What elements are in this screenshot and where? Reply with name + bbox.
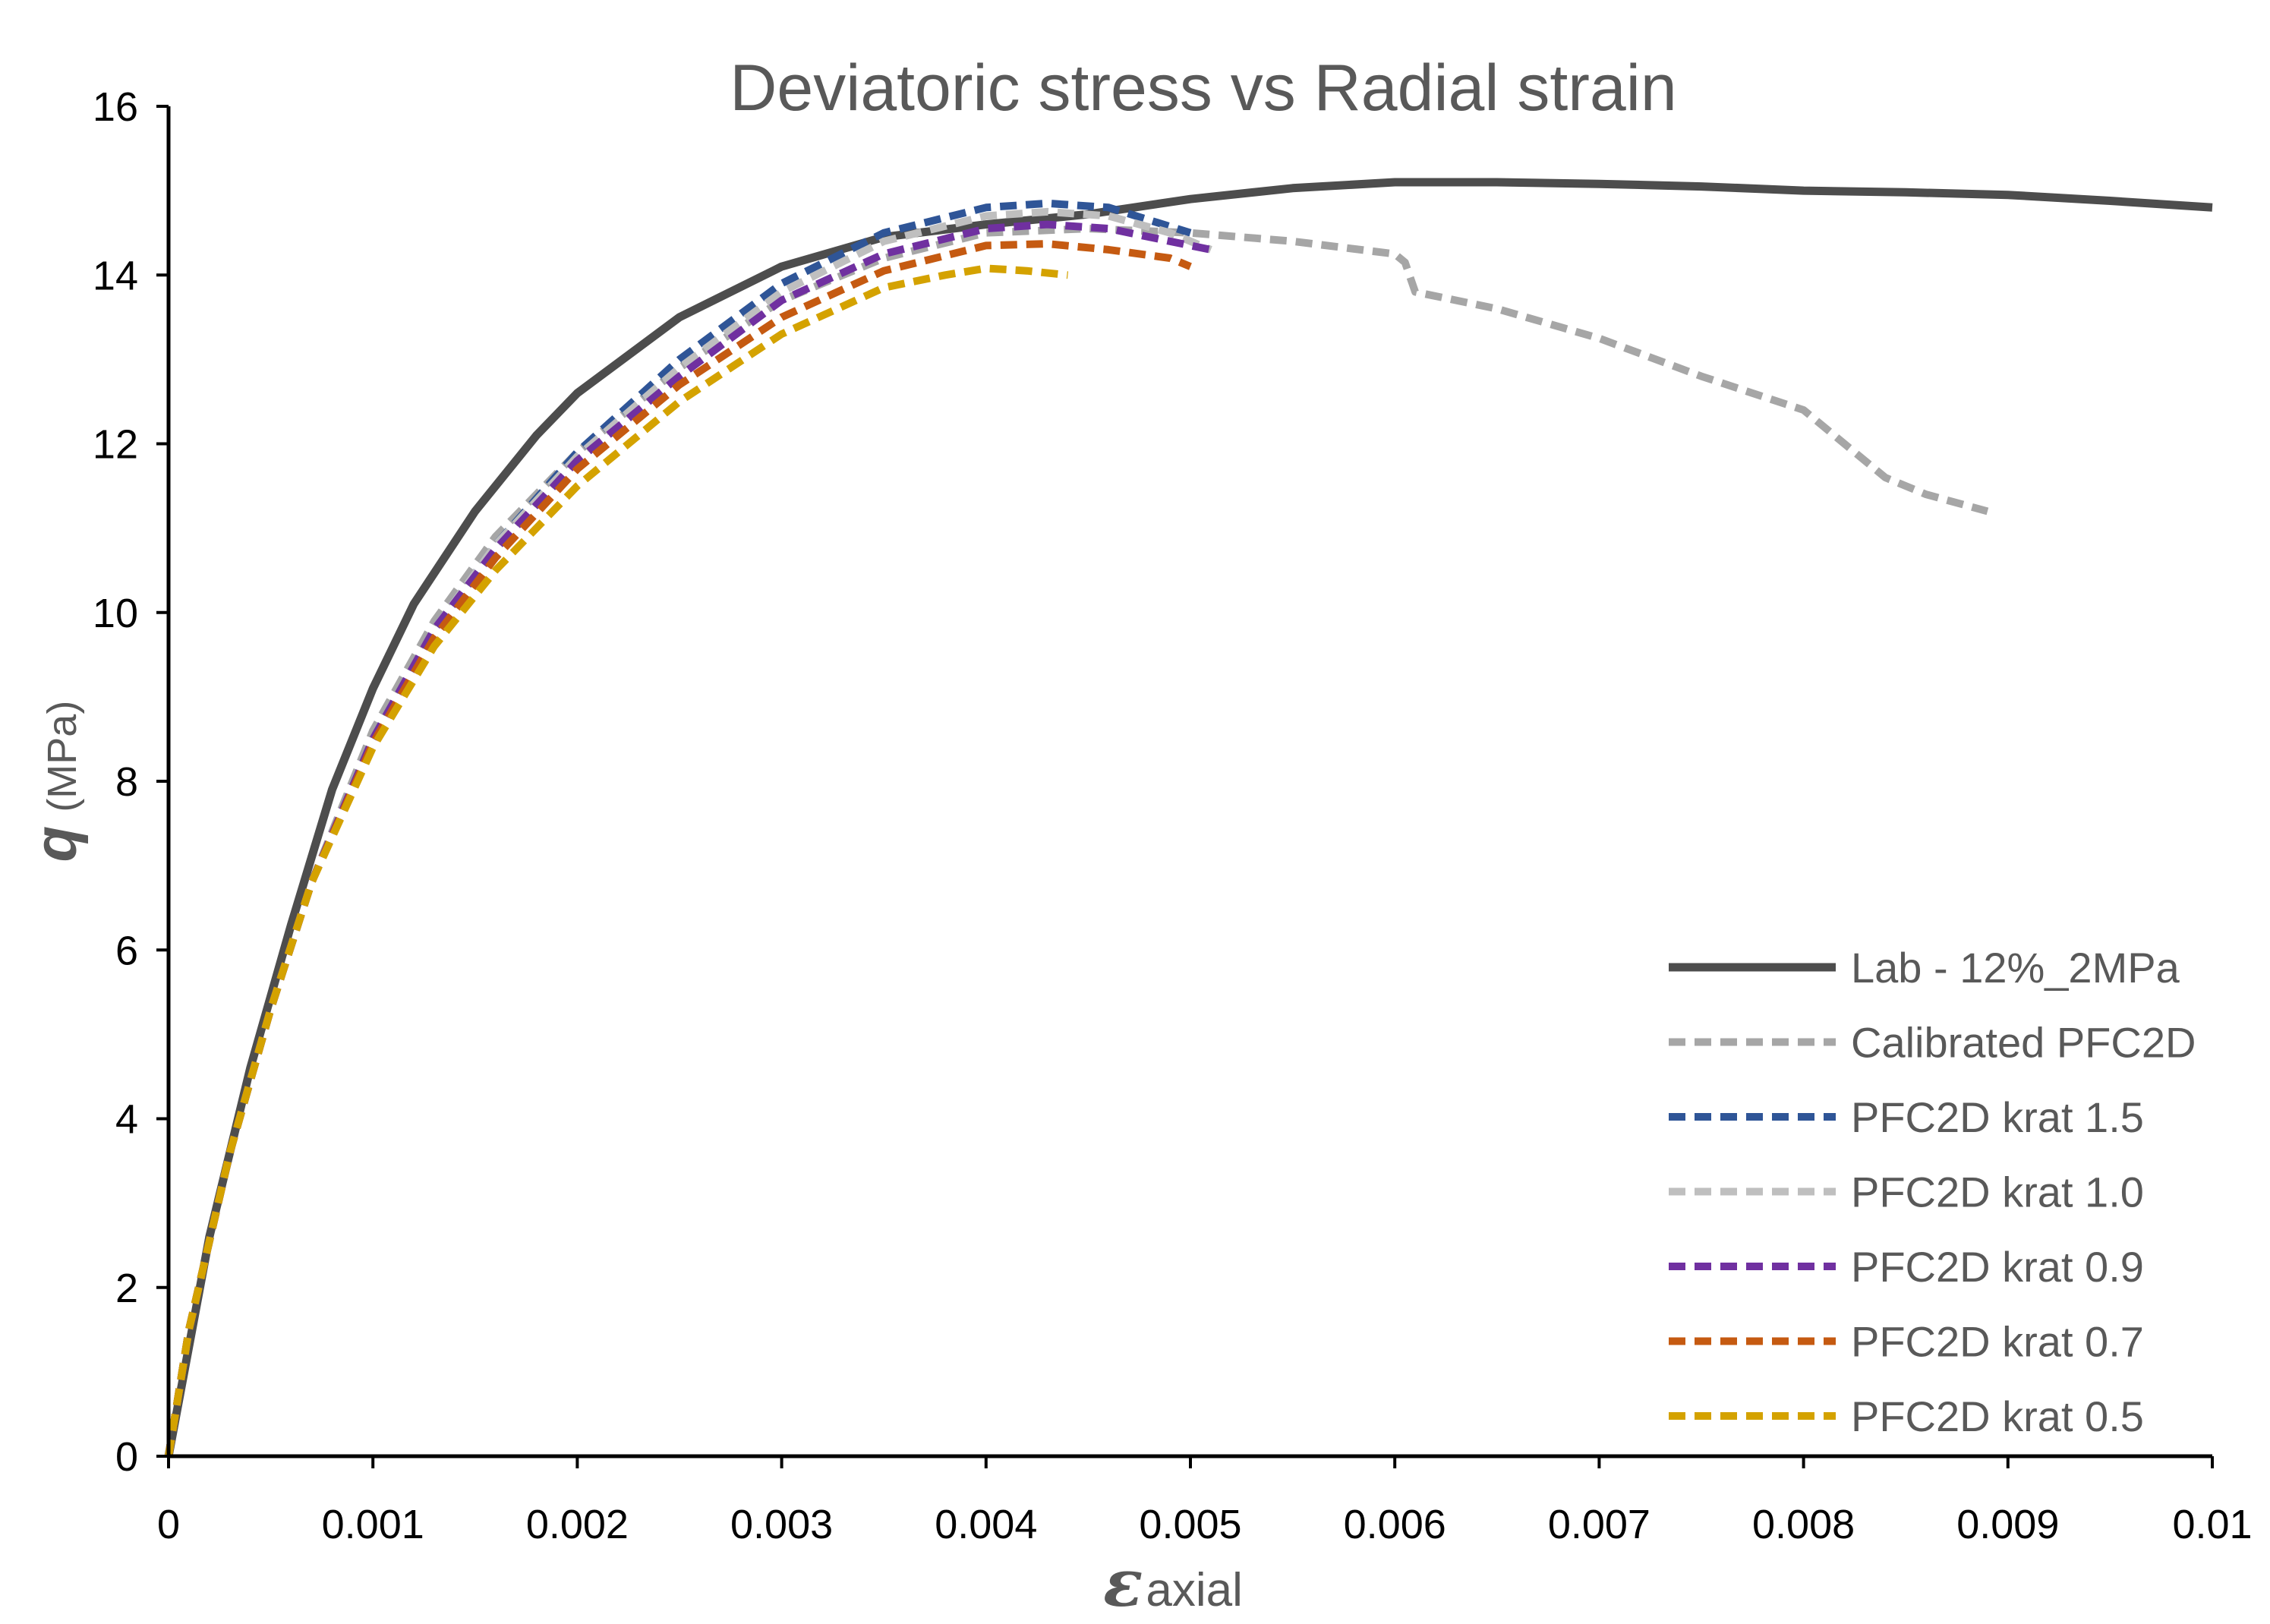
series-line-pfc2d-krat-0-9 (165, 220, 1212, 1457)
legend-label: PFC2D krat 1.5 (1851, 1093, 2144, 1141)
y-tick-label: 8 (115, 759, 138, 805)
series-line-pfc2d-krat-0-7 (165, 240, 1192, 1457)
y-tick-label: 4 (115, 1097, 138, 1143)
legend-label: PFC2D krat 1.0 (1851, 1168, 2144, 1216)
x-tick-label: 0.002 (526, 1502, 629, 1547)
series-line-pfc2d-krat-0-5 (165, 264, 1069, 1457)
legend-label: PFC2D krat 0.9 (1851, 1243, 2144, 1291)
y-tick-label: 0 (115, 1434, 138, 1480)
y-tick-label: 10 (93, 591, 138, 636)
y-axis-label-symbol: q (22, 826, 89, 862)
y-axis-label: q (MPa) (22, 701, 89, 862)
legend-label: Calibrated PFC2D (1851, 1019, 2196, 1067)
x-axis-label-symbol: ε (1103, 1545, 1143, 1622)
y-ticks: 0 2 4 6 8 10 12 14 16 (93, 84, 169, 1480)
legend-label: Lab - 12%_2MPa (1851, 944, 2180, 992)
x-ticks: 0 0.001 0.002 0.003 0.004 0.005 0.006 0.007 0.00… (157, 1456, 2253, 1547)
y-axis-label-unit: (MPa) (39, 701, 85, 812)
x-tick-label: 0.008 (1752, 1502, 1855, 1547)
x-tick-label: 0.003 (730, 1502, 833, 1547)
y-tick-label: 14 (93, 253, 138, 298)
x-tick-label: 0.006 (1344, 1502, 1446, 1547)
x-axis-label-subscript: axial (1146, 1564, 1243, 1616)
legend-label: PFC2D krat 0.5 (1851, 1392, 2144, 1440)
chart-title: Deviatoric stress vs Radial strain (730, 52, 1676, 125)
x-tick-label: 0 (157, 1502, 180, 1547)
legend: Lab - 12%_2MPa Calibrated PFC2D PFC2D krat… (1669, 944, 2196, 1440)
series-line-pfc2d-krat-1-5 (165, 199, 1192, 1457)
x-tick-label: 0.007 (1548, 1502, 1650, 1547)
x-tick-label: 0.005 (1139, 1502, 1241, 1547)
y-tick-label: 12 (93, 422, 138, 468)
y-tick-label: 2 (115, 1266, 138, 1311)
x-tick-label: 0.01 (2172, 1502, 2252, 1547)
x-axis-label: ε axial (1103, 1545, 1243, 1622)
y-tick-label: 16 (93, 84, 138, 130)
x-tick-label: 0.009 (1956, 1502, 2059, 1547)
x-tick-label: 0.004 (935, 1502, 1037, 1547)
series-layer (164, 178, 2213, 1458)
y-tick-label: 6 (115, 928, 138, 973)
legend-label: PFC2D krat 0.7 (1851, 1318, 2144, 1366)
x-tick-label: 0.001 (322, 1502, 424, 1547)
